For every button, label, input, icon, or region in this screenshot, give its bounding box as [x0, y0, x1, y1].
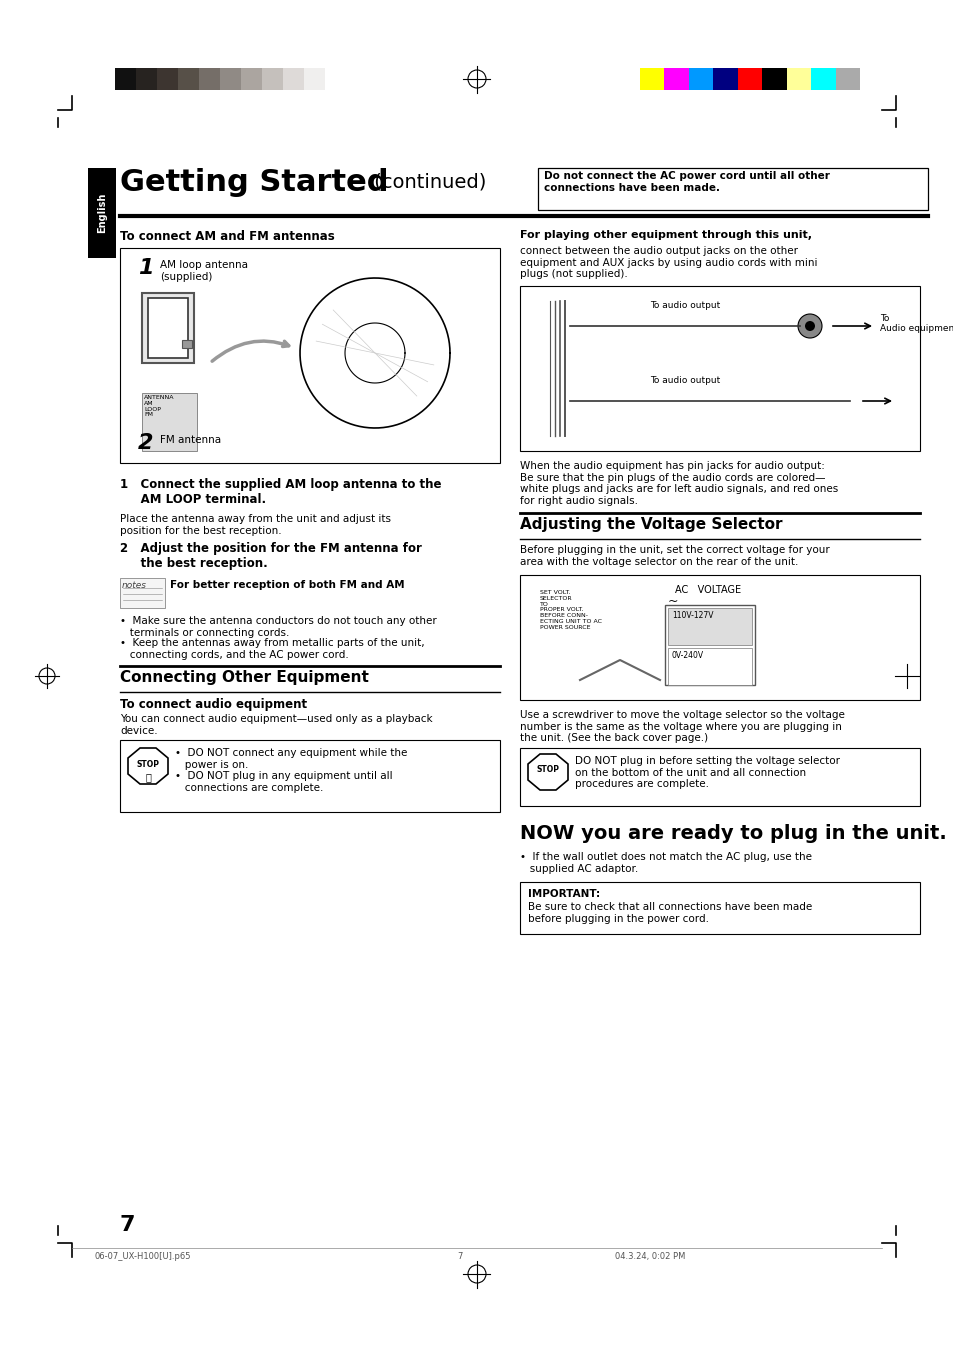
Bar	[810, 68, 835, 91]
Bar	[142, 294, 193, 363]
Bar	[519, 285, 919, 451]
Bar	[639, 68, 663, 91]
Bar	[241, 68, 262, 91]
Text: 06-07_UX-H100[U].p65: 06-07_UX-H100[U].p65	[95, 1252, 192, 1261]
Text: IMPORTANT:: IMPORTANT:	[527, 889, 599, 898]
Bar	[688, 68, 713, 91]
Bar	[120, 248, 499, 463]
Text: STOP: STOP	[536, 764, 558, 774]
Text: FM antenna: FM antenna	[160, 436, 221, 445]
Text: To
Audio equipment: To Audio equipment	[879, 314, 953, 333]
Text: For playing other equipment through this unit,: For playing other equipment through this…	[519, 230, 811, 239]
Text: 7: 7	[456, 1252, 462, 1261]
Text: To audio output: To audio output	[649, 300, 720, 310]
Text: Getting Started: Getting Started	[120, 168, 388, 198]
Text: AM loop antenna
(supplied): AM loop antenna (supplied)	[160, 260, 248, 281]
Bar	[664, 605, 754, 685]
Bar	[667, 607, 751, 645]
Text: notes: notes	[122, 580, 147, 590]
Bar	[136, 68, 157, 91]
Bar	[283, 68, 304, 91]
Text: DO NOT plug in before setting the voltage selector
on the bottom of the unit and: DO NOT plug in before setting the voltag…	[575, 756, 840, 789]
Bar	[178, 68, 199, 91]
Text: connect between the audio output jacks on the other
equipment and AUX jacks by u: connect between the audio output jacks o…	[519, 246, 817, 279]
Text: English: English	[97, 193, 107, 233]
Bar	[761, 68, 786, 91]
Polygon shape	[128, 748, 168, 783]
Text: For better reception of both FM and AM: For better reception of both FM and AM	[170, 580, 404, 590]
Text: ~: ~	[667, 595, 678, 607]
Text: 1: 1	[138, 258, 153, 277]
Text: 04.3.24, 0:02 PM: 04.3.24, 0:02 PM	[615, 1252, 684, 1261]
Circle shape	[797, 314, 821, 338]
Text: 0V-240V: 0V-240V	[671, 651, 703, 660]
Text: 2   Adjust the position for the FM antenna for
     the best reception.: 2 Adjust the position for the FM antenna…	[120, 543, 421, 570]
Text: •  Keep the antennas away from metallic parts of the unit,
   connecting cords, : • Keep the antennas away from metallic p…	[120, 639, 424, 660]
Bar	[519, 882, 919, 934]
Text: (continued): (continued)	[368, 173, 486, 192]
Text: When the audio equipment has pin jacks for audio output:
Be sure that the pin pl: When the audio equipment has pin jacks f…	[519, 461, 838, 506]
Bar	[667, 648, 751, 685]
Text: NOW you are ready to plug in the unit.: NOW you are ready to plug in the unit.	[519, 824, 945, 843]
Bar	[148, 298, 188, 359]
Text: Use a screwdriver to move the voltage selector so the voltage
number is the same: Use a screwdriver to move the voltage se…	[519, 710, 844, 743]
Bar	[663, 68, 688, 91]
Bar	[142, 392, 196, 451]
Bar	[199, 68, 220, 91]
Text: •  DO NOT connect any equipment while the
   power is on.
•  DO NOT plug in any : • DO NOT connect any equipment while the…	[174, 748, 407, 793]
Text: 2: 2	[138, 433, 153, 453]
Polygon shape	[527, 754, 567, 790]
Text: SET VOLT.
SELECTOR
TO
PROPER VOLT.
BEFORE CONN-
ECTING UNIT TO AC
POWER SOURCE: SET VOLT. SELECTOR TO PROPER VOLT. BEFOR…	[539, 590, 601, 629]
Text: Place the antenna away from the unit and adjust its
position for the best recept: Place the antenna away from the unit and…	[120, 514, 391, 536]
Text: AC   VOLTAGE: AC VOLTAGE	[675, 584, 740, 595]
Text: ANTENNA
AM
LOOP
FM: ANTENNA AM LOOP FM	[144, 395, 174, 417]
Bar	[737, 68, 761, 91]
Text: Before plugging in the unit, set the correct voltage for your
area with the volt: Before plugging in the unit, set the cor…	[519, 545, 829, 567]
Bar	[537, 168, 927, 210]
Text: 7: 7	[120, 1215, 135, 1235]
Text: To audio output: To audio output	[649, 376, 720, 386]
Bar	[120, 578, 165, 607]
Text: ⛔: ⛔	[145, 773, 151, 782]
Text: To connect audio equipment: To connect audio equipment	[120, 698, 307, 710]
Bar	[88, 168, 116, 258]
Text: •  Make sure the antenna conductors do not touch any other
   terminals or conne: • Make sure the antenna conductors do no…	[120, 616, 436, 637]
Bar	[182, 340, 192, 348]
Bar	[713, 68, 737, 91]
Bar	[304, 68, 325, 91]
Text: You can connect audio equipment—used only as a playback
device.: You can connect audio equipment—used onl…	[120, 714, 432, 736]
Text: Do not connect the AC power cord until all other
connections have been made.: Do not connect the AC power cord until a…	[543, 170, 829, 192]
Bar	[120, 740, 499, 812]
Text: 110V-127V: 110V-127V	[671, 612, 713, 620]
Bar	[519, 748, 919, 806]
Bar	[115, 68, 136, 91]
Circle shape	[804, 321, 814, 331]
Text: 1   Connect the supplied AM loop antenna to the
     AM LOOP terminal.: 1 Connect the supplied AM loop antenna t…	[120, 478, 441, 506]
Bar	[157, 68, 178, 91]
Text: To connect AM and FM antennas: To connect AM and FM antennas	[120, 230, 335, 244]
Bar	[786, 68, 810, 91]
Text: Adjusting the Voltage Selector: Adjusting the Voltage Selector	[519, 517, 781, 532]
Text: STOP: STOP	[136, 760, 159, 769]
Bar	[262, 68, 283, 91]
Bar	[220, 68, 241, 91]
Text: Be sure to check that all connections have been made
before plugging in the powe: Be sure to check that all connections ha…	[527, 902, 811, 924]
Bar	[835, 68, 859, 91]
Text: •  If the wall outlet does not match the AC plug, use the
   supplied AC adaptor: • If the wall outlet does not match the …	[519, 852, 811, 874]
Bar	[519, 575, 919, 700]
Text: Connecting Other Equipment: Connecting Other Equipment	[120, 670, 369, 685]
